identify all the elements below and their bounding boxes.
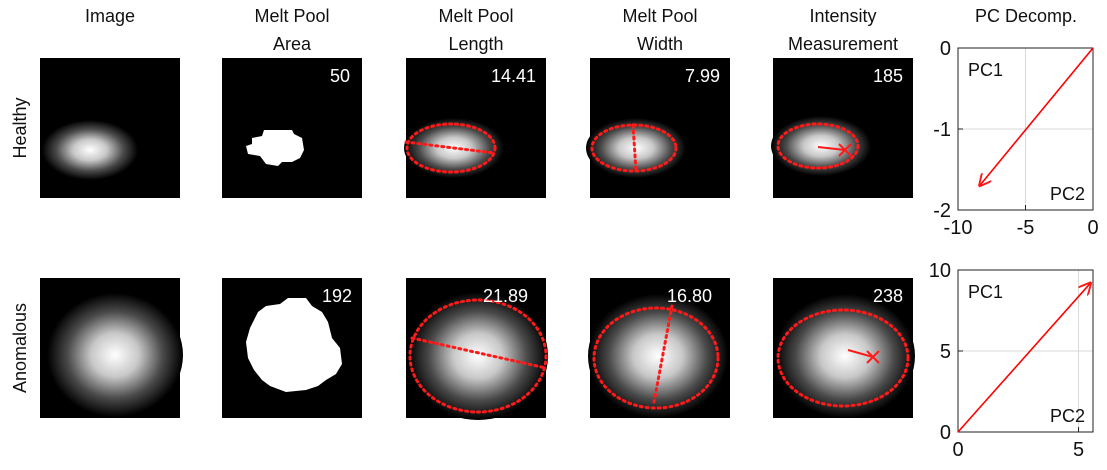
y-tick-label: -1 (933, 119, 951, 141)
y-tick-label: 0 (940, 422, 951, 444)
figure: Image Melt Pool Area Melt Pool Length Me… (0, 0, 1107, 470)
annotation: PC2 (1050, 184, 1085, 204)
width-panel: 7.99 (586, 58, 730, 198)
annotation: PC2 (1050, 406, 1085, 426)
value-label: 192 (322, 286, 352, 306)
intensity-panel: 238 (773, 278, 915, 418)
value-label: 7.99 (685, 66, 720, 86)
column-header: PC Decomp. (975, 6, 1077, 26)
value-label: 238 (873, 286, 903, 306)
annotation: PC1 (968, 60, 1003, 80)
column-header: Image (85, 6, 135, 26)
value-label: 185 (873, 66, 903, 86)
x-tick-label: 0 (1087, 217, 1098, 239)
mask-panel: 192 (222, 278, 362, 418)
row-label: Anomalous (10, 303, 30, 393)
image-panel (40, 58, 180, 198)
column-header: Melt Pool (254, 6, 329, 26)
image-panel (40, 278, 183, 418)
y-tick-label: 5 (940, 341, 951, 363)
row-label: Healthy (10, 97, 30, 158)
intensity-panel: 185 (771, 58, 913, 198)
column-header: Area (273, 34, 312, 54)
x-tick-label: -10 (944, 217, 973, 239)
y-tick-label: 10 (929, 260, 951, 282)
length-panel: 14.41 (404, 58, 546, 198)
mask-panel: 50 (222, 58, 362, 198)
x-tick-label: 5 (1073, 439, 1084, 461)
column-header: Length (448, 34, 503, 54)
column-header: Melt Pool (438, 6, 513, 26)
x-tick-label: 0 (952, 439, 963, 461)
length-panel: 21.89 (406, 278, 548, 420)
column-header: Melt Pool (622, 6, 697, 26)
annotation: PC1 (968, 282, 1003, 302)
y-tick-label: 0 (940, 38, 951, 60)
value-label: 21.89 (483, 286, 528, 306)
value-label: 50 (330, 66, 350, 86)
column-header: Intensity (809, 6, 876, 26)
column-header: Width (637, 34, 683, 54)
column-header: Measurement (788, 34, 898, 54)
value-label: 16.80 (667, 286, 712, 306)
width-panel: 16.80 (588, 278, 730, 418)
value-label: 14.41 (491, 66, 536, 86)
x-tick-label: -5 (1017, 217, 1035, 239)
